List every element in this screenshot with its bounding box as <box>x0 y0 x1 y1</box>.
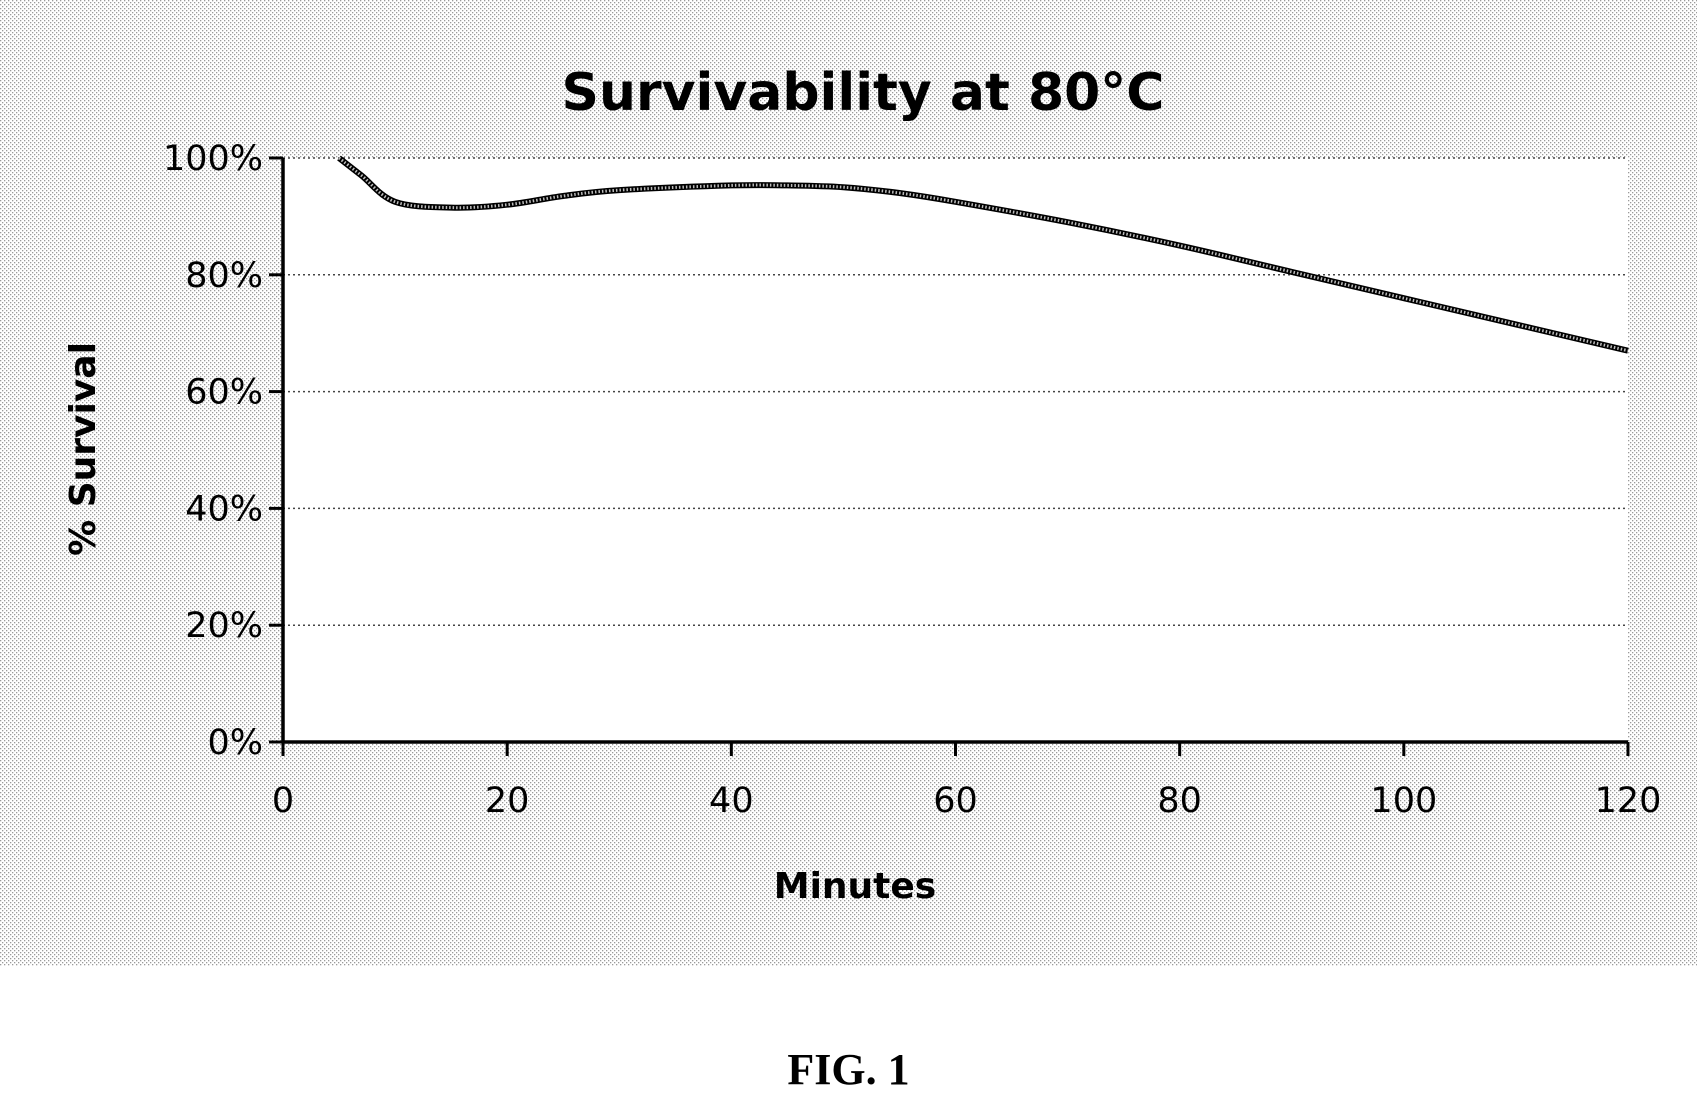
x-tick-label-3: 60 <box>933 781 978 821</box>
y-tick-label-4: 80% <box>185 256 263 296</box>
plot-area <box>283 158 1628 742</box>
y-tick-label-0: 0% <box>207 723 263 763</box>
y-tick-label-3: 60% <box>185 373 263 413</box>
x-axis-title: Minutes <box>774 866 936 907</box>
x-tick-label-2: 40 <box>709 781 754 821</box>
chart-title: Survivability at 80°C <box>562 63 1165 123</box>
y-tick-label-1: 20% <box>185 606 263 646</box>
x-tick-label-4: 80 <box>1157 781 1202 821</box>
y-tick-label-2: 40% <box>185 489 263 529</box>
x-tick-label-1: 20 <box>485 781 530 821</box>
y-axis-title: % Survival <box>63 342 104 556</box>
x-tick-label-6: 120 <box>1595 781 1662 821</box>
x-tick-label-5: 100 <box>1370 781 1437 821</box>
y-tick-label-5: 100% <box>163 139 263 179</box>
x-tick-label-0: 0 <box>272 781 294 821</box>
figure-caption: FIG. 1 <box>0 1048 1697 1092</box>
